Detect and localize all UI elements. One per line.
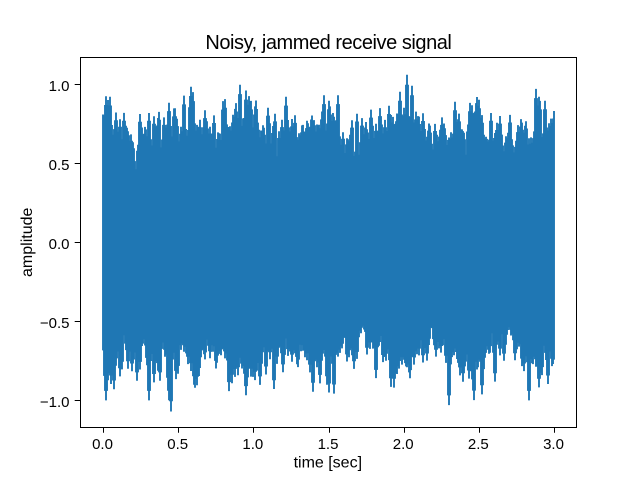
svg-text:0.0: 0.0	[92, 436, 113, 453]
svg-text:2.0: 2.0	[393, 436, 414, 453]
svg-text:amplitude: amplitude	[19, 208, 36, 277]
svg-text:time [sec]: time [sec]	[294, 454, 362, 471]
svg-text:2.5: 2.5	[468, 436, 489, 453]
svg-text:0.0: 0.0	[49, 236, 70, 253]
svg-text:3.0: 3.0	[543, 436, 564, 453]
svg-text:Noisy, jammed receive signal: Noisy, jammed receive signal	[205, 32, 451, 54]
svg-text:−1.0: −1.0	[40, 394, 70, 411]
svg-text:0.5: 0.5	[49, 157, 70, 174]
svg-text:1.5: 1.5	[318, 436, 339, 453]
svg-text:1.0: 1.0	[242, 436, 263, 453]
svg-text:1.0: 1.0	[49, 78, 70, 95]
svg-text:0.5: 0.5	[167, 436, 188, 453]
svg-text:−0.5: −0.5	[40, 315, 70, 332]
